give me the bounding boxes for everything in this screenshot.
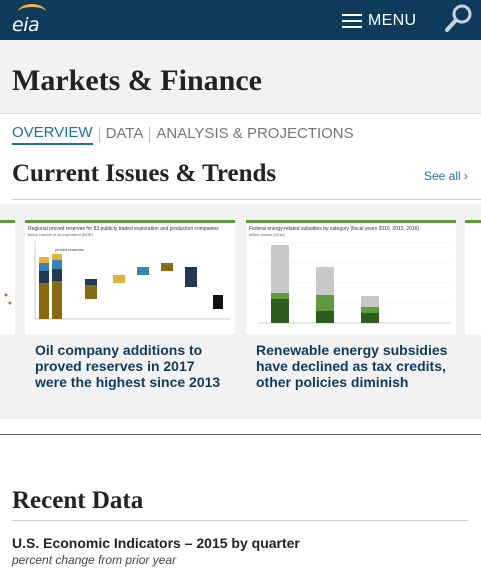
card-chart-image bbox=[465, 220, 481, 334]
carousel-card-previous[interactable] bbox=[0, 204, 15, 419]
search-icon bbox=[445, 4, 472, 32]
logo-text: eia bbox=[12, 14, 40, 36]
card-chart-image bbox=[0, 220, 15, 334]
hamburger-icon bbox=[342, 14, 362, 28]
tab-overview[interactable]: OVERVIEW bbox=[12, 124, 93, 145]
chart-thumbnail bbox=[4, 293, 12, 305]
card-chart-image: Regional proved reserves for 83 publicly… bbox=[25, 220, 235, 334]
tab-separator bbox=[149, 126, 151, 143]
trend-card-oil-reserves[interactable]: Regional proved reserves for 83 publicly… bbox=[25, 204, 235, 419]
recent-data-title: Recent Data bbox=[12, 487, 144, 514]
see-all-link[interactable]: See all › bbox=[424, 169, 469, 183]
title-band bbox=[0, 40, 481, 114]
svg-text:proved reserves: proved reserves bbox=[55, 247, 84, 252]
tab-data[interactable]: DATA bbox=[105, 125, 144, 142]
section-tabs: OVERVIEW DATA ANALYSIS & PROJECTIONS bbox=[12, 124, 354, 145]
trends-carousel[interactable]: Regional proved reserves for 83 publicly… bbox=[0, 204, 481, 419]
carousel-card-next[interactable] bbox=[465, 204, 481, 419]
subsidies-chart-thumbnail bbox=[258, 242, 451, 324]
eia-logo[interactable]: eia bbox=[12, 4, 52, 36]
tab-analysis-projections[interactable]: ANALYSIS & PROJECTIONS bbox=[156, 125, 354, 142]
chart-thumbnail-subtitle: billion barrels of oil-equivalent (BOE) bbox=[28, 232, 93, 237]
chart-thumbnail-subtitle: billion dollars (2016) bbox=[249, 232, 285, 237]
reserves-chart-thumbnail: proved reserves bbox=[34, 241, 230, 320]
section-rule bbox=[12, 199, 481, 200]
section-rule bbox=[12, 520, 468, 521]
logo-arc-icon bbox=[18, 4, 46, 20]
trend-card-headline[interactable]: Oil company additions to proved reserves… bbox=[35, 342, 221, 390]
chart-thumbnail-title: Regional proved reserves for 83 publicly… bbox=[28, 226, 219, 232]
page-title: Markets & Finance bbox=[12, 64, 262, 97]
chart-thumbnail-title: Federal energy-related subsidies by cate… bbox=[249, 226, 420, 232]
indicator-subtitle: percent change from prior year bbox=[12, 553, 177, 567]
search-button[interactable] bbox=[444, 3, 474, 33]
menu-label: MENU bbox=[368, 12, 417, 29]
trend-card-renewable-subsidies[interactable]: Federal energy-related subsidies by cate… bbox=[246, 204, 456, 419]
indicator-title[interactable]: U.S. Economic Indicators – 2015 by quart… bbox=[12, 535, 300, 551]
trend-card-headline[interactable]: Renewable energy subsidies have declined… bbox=[256, 342, 448, 390]
top-navigation-bar: eia MENU bbox=[0, 0, 481, 40]
card-chart-image: Federal energy-related subsidies by cate… bbox=[246, 220, 456, 334]
section-divider bbox=[0, 434, 481, 435]
trends-title: Current Issues & Trends bbox=[12, 160, 277, 187]
menu-button[interactable]: MENU bbox=[342, 10, 416, 32]
tab-separator bbox=[98, 126, 100, 143]
